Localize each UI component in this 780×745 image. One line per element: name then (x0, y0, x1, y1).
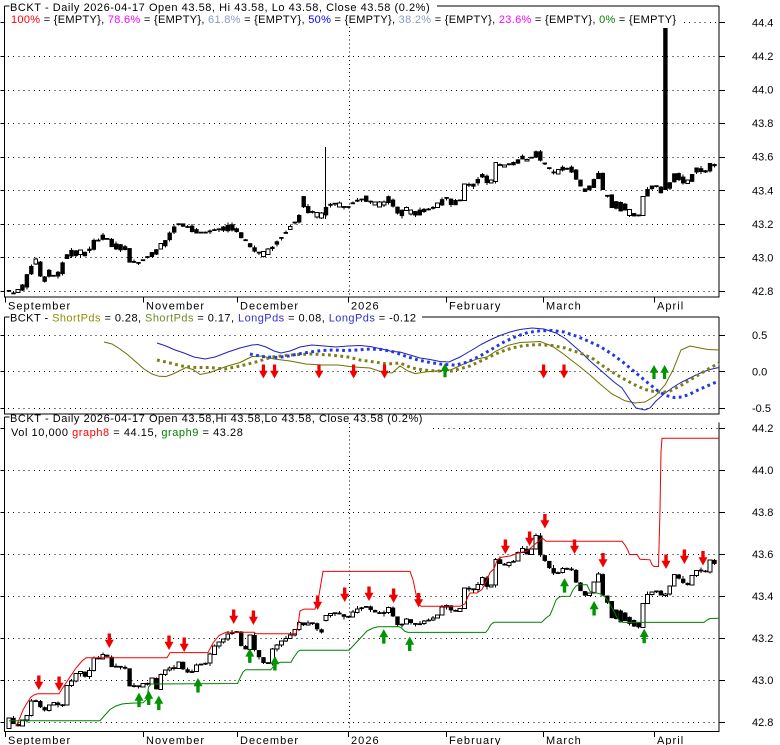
svg-text:March: March (546, 301, 582, 313)
svg-text:-0.5: -0.5 (752, 403, 771, 415)
svg-text:43.6: 43.6 (752, 152, 773, 164)
svg-text:43.6: 43.6 (752, 549, 773, 561)
svg-text:February: February (449, 735, 501, 745)
svg-text:December: December (240, 301, 299, 313)
svg-text:44.2: 44.2 (752, 423, 773, 435)
svg-text:November: November (146, 735, 205, 745)
svg-text:November: November (146, 301, 205, 313)
svg-text:43.4: 43.4 (752, 185, 773, 197)
svg-text:February: February (449, 301, 501, 313)
svg-text:44.0: 44.0 (752, 85, 773, 97)
svg-text:43.4: 43.4 (752, 591, 773, 603)
svg-text:44.2: 44.2 (752, 51, 773, 63)
svg-text:44.0: 44.0 (752, 465, 773, 477)
svg-text:44.4: 44.4 (752, 18, 773, 30)
svg-text:September: September (8, 301, 71, 313)
svg-text:0.5: 0.5 (752, 330, 767, 342)
svg-text:BCKT - Daily 2026-04-17 Open 4: BCKT - Daily 2026-04-17 Open 43.58,Hi 43… (10, 413, 423, 425)
svg-text:BCKT - Daily 2026-04-17 Open 4: BCKT - Daily 2026-04-17 Open 43.58, Hi 4… (10, 2, 430, 14)
svg-text:43.8: 43.8 (752, 118, 773, 130)
svg-text:42.8: 42.8 (752, 286, 773, 298)
svg-text:43.8: 43.8 (752, 507, 773, 519)
svg-text:43.0: 43.0 (752, 252, 773, 264)
svg-text:April: April (657, 301, 684, 313)
svg-text:BCKT - ShortPds = 0.28, ShortP: BCKT - ShortPds = 0.28, ShortPds = 0.17,… (10, 313, 417, 325)
svg-text:2026: 2026 (351, 301, 380, 313)
svg-text:Vol 10,000 graph8 = 44.15, gra: Vol 10,000 graph8 = 44.15, graph9 = 43.2… (11, 427, 243, 439)
svg-text:43.2: 43.2 (752, 219, 773, 231)
svg-text:43.0: 43.0 (752, 675, 773, 687)
svg-text:December: December (240, 735, 299, 745)
svg-text:42.8: 42.8 (752, 717, 773, 729)
svg-text:0.0: 0.0 (752, 366, 767, 378)
svg-text:2026: 2026 (351, 735, 380, 745)
svg-text:April: April (657, 735, 684, 745)
svg-text:43.2: 43.2 (752, 633, 773, 645)
svg-text:September: September (8, 735, 71, 745)
svg-text:100% = {EMPTY}, 78.6% = {EMPTY: 100% = {EMPTY}, 78.6% = {EMPTY}, 61.8% =… (11, 14, 676, 26)
svg-text:March: March (546, 735, 582, 745)
